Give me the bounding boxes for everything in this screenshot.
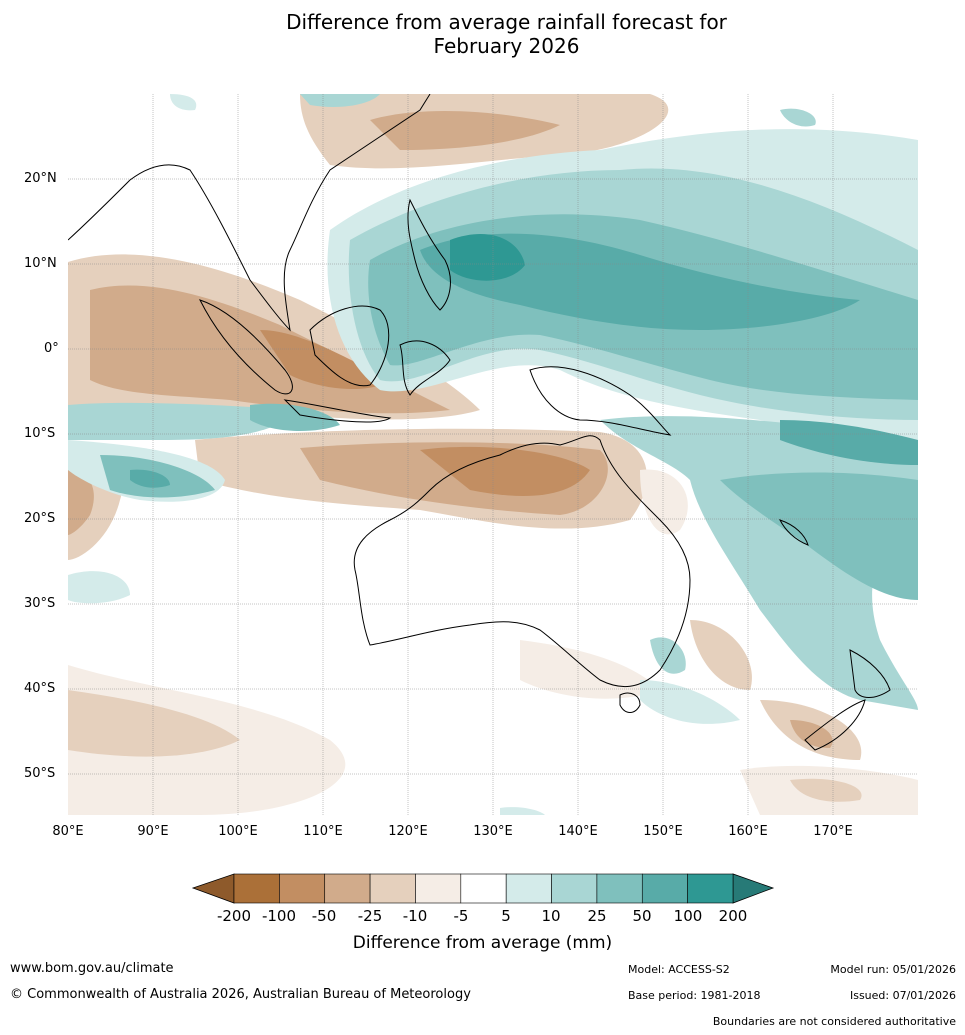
rainfall-anomaly-field [68,94,918,815]
footer-url: www.bom.gov.au/climate [10,961,174,976]
colorbar-tick: 10 [541,907,561,925]
footer-base-period: Base period: 1981-2018 [628,989,761,1002]
title-line-1: Difference from average rainfall forecas… [286,10,727,34]
wet-anomaly-regions [68,94,918,815]
title-line-2: February 2026 [433,34,580,58]
lat-label-0: 0° [44,341,59,356]
lon-label-170e: 170°E [813,824,853,839]
colorbar-tick: -25 [357,907,383,925]
asia-coastline [68,94,431,332]
lat-label-50s: 50°S [24,766,56,781]
lat-label-10s: 10°S [24,426,56,441]
coastlines [68,94,891,751]
colorbar-tick: 50 [632,907,652,925]
colorbar-segment [415,873,462,904]
colorbar-segment [551,873,598,904]
lat-label-10n: 10°N [24,256,57,271]
colorbar-over-arrow [732,873,775,904]
footer-copyright: © Commonwealth of Australia 2026, Austra… [10,987,471,1002]
colorbar-tick: 5 [501,907,511,925]
new-zealand-north-coastline [849,649,891,698]
footer-issued: Issued: 07/01/2026 [849,989,956,1002]
colorbar-tick: 25 [587,907,607,925]
lat-label-40s: 40°S [24,681,56,696]
australia-coastline [353,435,691,688]
map-title: Difference from average rainfall forecas… [0,10,965,58]
colorbar-segment [596,873,643,904]
footer-disclaimer: Boundaries are not considered authoritat… [712,1015,956,1028]
colorbar-tick: -5 [453,907,469,925]
colorbar-tick: -200 [216,907,252,925]
colorbar-tick: 200 [718,907,748,925]
tasmania-coastline [619,692,641,713]
lon-label-130e: 130°E [473,824,513,839]
colorbar-tick: -100 [261,907,297,925]
lon-label-100e: 100°E [218,824,258,839]
colorbar-segment [233,873,280,904]
colorbar-under-arrow [191,873,235,904]
colorbar-segment [324,873,371,904]
borneo-coastline [309,305,390,387]
philippines-coastline [407,198,451,311]
lon-label-110e: 110°E [303,824,343,839]
graticule [68,94,918,815]
lon-label-140e: 140°E [558,824,598,839]
colorbar-label: Difference from average (mm) [352,933,613,953]
footer-model: Model: ACCESS-S2 [628,963,730,976]
colorbar-segment [641,873,688,904]
lon-label-160e: 160°E [728,824,768,839]
footer-model-run: Model run: 05/01/2026 [830,963,956,976]
colorbar-segment [687,873,734,904]
lon-label-90e: 90°E [137,824,169,839]
colorbar [191,873,775,904]
new-guinea-coastline [529,366,672,436]
colorbar-segment [369,873,416,904]
sulawesi-coastline [399,340,451,396]
new-caledonia-coastline [779,519,809,546]
new-zealand-south-coastline [804,699,866,751]
java-coastline [283,399,392,423]
lat-label-20n: 20°N [24,171,57,186]
lon-label-150e: 150°E [643,824,683,839]
lon-label-120e: 120°E [388,824,428,839]
colorbar-tick: -50 [311,907,337,925]
lat-label-20s: 20°S [24,511,56,526]
lat-label-30s: 30°S [24,596,56,611]
colorbar-segment [279,873,326,904]
colorbar-segment [460,873,507,904]
colorbar-tick: -10 [402,907,428,925]
colorbar-segment [505,873,552,904]
colorbar-tick: 100 [673,907,703,925]
lon-label-80e: 80°E [52,824,84,839]
sumatra-coastline [199,299,293,395]
